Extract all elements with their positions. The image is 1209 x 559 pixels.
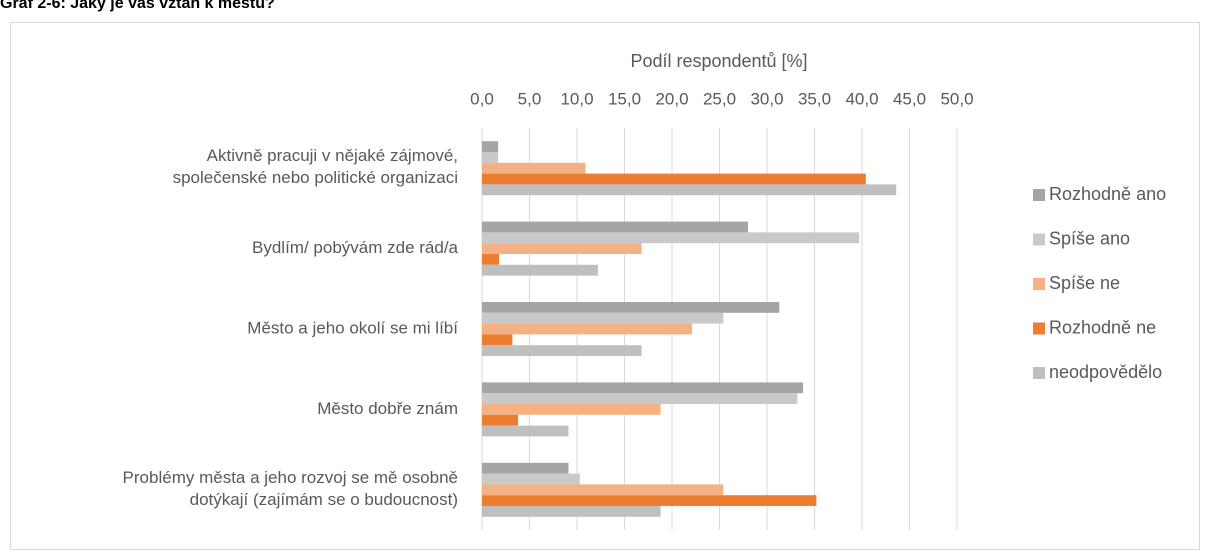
legend-swatch (1033, 367, 1045, 379)
bar (482, 404, 661, 415)
x-tick-label: 15,0 (608, 89, 641, 108)
x-tick-label: 30,0 (750, 89, 783, 108)
bar (482, 184, 897, 196)
bar (482, 473, 580, 485)
bar (482, 141, 499, 152)
bar (482, 393, 798, 404)
chart-title: Graf 2-6: Jaký je váš vztah k městu? (0, 0, 275, 12)
x-tick-label: 25,0 (703, 89, 736, 108)
bar (482, 425, 569, 437)
legend-swatch (1033, 322, 1045, 335)
bar (482, 312, 724, 324)
legend-label: Spíše ano (1049, 228, 1130, 248)
bar (482, 506, 661, 517)
x-tick-label: 5,0 (518, 89, 542, 108)
legend-label: neodpovědělo (1049, 362, 1162, 382)
bar (482, 232, 860, 244)
bar (482, 162, 586, 174)
bar (482, 462, 569, 474)
x-tick-label: 45,0 (893, 89, 926, 108)
x-tick-label: 10,0 (560, 89, 593, 108)
x-tick-label: 0,0 (470, 89, 494, 108)
y-tick-label: Město a jeho okolí se mi líbí (247, 318, 458, 337)
bar (482, 221, 748, 233)
bar (482, 495, 817, 506)
y-tick-label: Bydlím/ pobývám zde rád/a (252, 238, 459, 257)
bar (482, 152, 499, 163)
bar (482, 382, 804, 394)
x-axis-title: Podíl respondentů [%] (630, 51, 807, 71)
bar (482, 254, 500, 265)
bar (482, 243, 642, 254)
y-tick-label: Aktivně pracuji v nějaké zájmové, společe… (173, 147, 458, 188)
bar (482, 345, 642, 356)
y-tick-label: Problémy města a jeho rozvoj se mě osobn… (123, 468, 458, 509)
chart-border (10, 22, 1200, 550)
bar (482, 173, 866, 185)
bar (482, 302, 780, 313)
x-tick-label: 20,0 (655, 89, 688, 108)
bar (482, 414, 519, 426)
x-tick-label: 50,0 (940, 89, 973, 108)
legend-swatch (1033, 189, 1045, 201)
legend-label: Spíše ne (1049, 273, 1120, 293)
legend-swatch (1033, 278, 1045, 290)
x-tick-label: 35,0 (798, 89, 831, 108)
bar (482, 323, 692, 335)
bar (482, 334, 513, 346)
legend-swatch (1033, 233, 1045, 246)
legend-label: Rozhodně ne (1049, 317, 1156, 337)
bar (482, 484, 724, 496)
y-tick-label: Město dobře znám (317, 399, 458, 418)
x-tick-label: 40,0 (845, 89, 878, 108)
bar (482, 264, 598, 276)
legend-label: Rozhodně ano (1049, 184, 1166, 204)
